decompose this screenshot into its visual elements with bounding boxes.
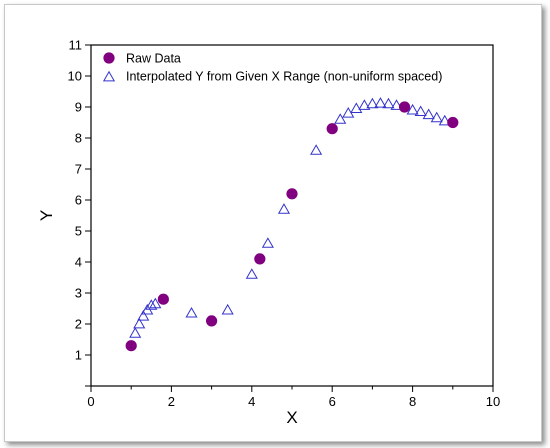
y-tick-label: 1 (75, 348, 82, 363)
axes (90, 44, 494, 387)
y-axis-title: Y (37, 210, 56, 221)
interpolated-point (438, 114, 451, 126)
interpolated-point (390, 99, 403, 110)
x-axis-title: X (286, 408, 297, 427)
raw-data-point (326, 123, 338, 135)
x-tick-label: 4 (248, 394, 255, 409)
interpolated-point (358, 99, 371, 110)
interpolated-point (245, 268, 258, 279)
x-tick-label: 10 (486, 394, 500, 409)
legend-label: Interpolated Y from Given X Range (non-u… (126, 70, 442, 84)
legend-marker-interpolated (102, 70, 116, 82)
chart-frame (4, 4, 542, 442)
interpolated-point (414, 105, 427, 117)
x-tick-label: 2 (168, 394, 175, 409)
x-tick-label: 8 (409, 394, 416, 409)
interpolated-point (185, 306, 198, 318)
raw-data-point (286, 188, 298, 200)
y-tick-label: 6 (75, 193, 82, 208)
interpolated-point (129, 327, 142, 338)
interpolated-point (406, 103, 419, 115)
interpolated-point (277, 203, 291, 214)
x-tick-label: 0 (87, 394, 94, 409)
data-points (125, 97, 459, 352)
interpolated-point (382, 97, 395, 109)
interpolated-point (133, 317, 146, 329)
interpolated-point (350, 102, 363, 113)
y-tick-label: 9 (75, 100, 82, 115)
interpolated-point (374, 97, 387, 108)
interpolated-point (334, 113, 347, 124)
legend-marker-raw-data (103, 52, 115, 64)
y-tick-label: 11 (69, 38, 83, 53)
y-tick-label: 7 (75, 162, 82, 177)
interpolated-point (137, 310, 150, 321)
y-tick-label: 3 (75, 286, 82, 301)
interpolated-point (145, 299, 158, 310)
raw-data-point (447, 116, 459, 129)
y-tick-label: 10 (68, 69, 82, 84)
x-tick-label: 6 (329, 394, 336, 409)
interpolated-point (221, 303, 234, 315)
raw-data-point (206, 315, 218, 327)
interpolated-point (261, 237, 274, 248)
plot-area-border (90, 44, 494, 387)
raw-data-point (398, 101, 411, 113)
interpolated-point (422, 108, 435, 120)
raw-data-point (125, 340, 137, 352)
y-tick-label: 2 (75, 317, 82, 332)
raw-data-point (254, 253, 266, 265)
interpolated-point (430, 111, 443, 123)
raw-data-point (157, 293, 169, 305)
y-tick-label: 8 (75, 131, 82, 146)
y-tick-label: 5 (75, 224, 82, 239)
interpolated-point (310, 144, 323, 155)
legend-label: Raw Data (126, 52, 181, 66)
y-tick-label: 4 (75, 255, 82, 270)
interpolated-point (149, 297, 162, 309)
legend: Raw Data Interpolated Y from Given X Rang… (102, 52, 442, 84)
interpolated-point (366, 97, 379, 109)
